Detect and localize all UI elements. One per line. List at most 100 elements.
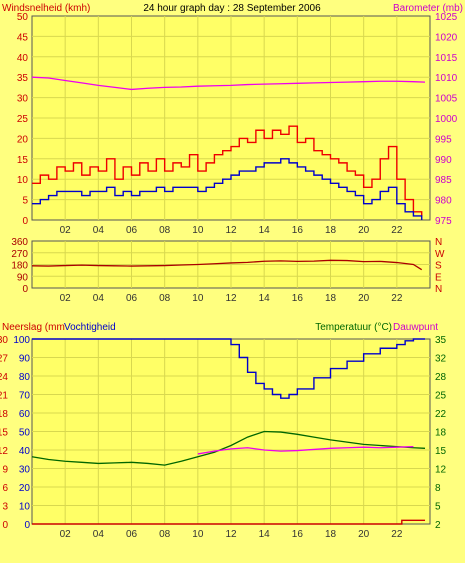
humidity-tick-label: 70 (19, 391, 31, 402)
temperature-tick-label: 22 (435, 409, 447, 420)
barometer-tick-label: 1010 (435, 73, 458, 84)
x-tick-label: 06 (126, 293, 138, 304)
rain-axis-title: Neerslag (mm (2, 322, 65, 333)
humidity-tick-label: 40 (19, 446, 31, 457)
temperature-tick-label: 5 (435, 502, 441, 513)
x-tick-label: 22 (391, 529, 403, 540)
x-tick-label: 14 (259, 529, 271, 540)
barometer-tick-label: 990 (435, 155, 452, 166)
rain-tick-label: 30 (0, 335, 8, 346)
dewpoint-axis-title: Dauwpunt (393, 322, 438, 333)
x-tick-label: 18 (325, 293, 337, 304)
rain-tick-label: 12 (0, 446, 8, 457)
temperature-tick-label: 15 (435, 446, 447, 457)
x-tick-label: 06 (126, 529, 138, 540)
barometer-tick-label: 975 (435, 216, 452, 227)
wind-tick-label: 20 (17, 134, 29, 145)
x-tick-label: 20 (358, 293, 370, 304)
compass-tick-label: E (435, 272, 442, 283)
x-tick-label: 08 (159, 293, 171, 304)
compass-tick-label: N (435, 284, 442, 295)
humidity-tick-label: 50 (19, 428, 31, 439)
barometer-tick-label: 1005 (435, 94, 458, 105)
x-tick-label: 22 (391, 293, 403, 304)
compass-tick-label: W (435, 249, 445, 260)
wind-axis-title: Windsnelheid (kmh) (2, 3, 90, 14)
x-tick-label: 20 (358, 529, 370, 540)
wind-tick-label: 15 (17, 155, 29, 166)
barometer-tick-label: 995 (435, 134, 452, 145)
barometer-axis-title: Barometer (mb) (393, 3, 463, 14)
wind-tick-label: 50 (17, 12, 29, 23)
direction-tick-label: 360 (11, 237, 28, 248)
wind-tick-label: 30 (17, 94, 29, 105)
rain-tick-label: 21 (0, 391, 8, 402)
direction-tick-label: 0 (22, 284, 28, 295)
direction-tick-label: 270 (11, 249, 28, 260)
barometer-tick-label: 1020 (435, 32, 458, 43)
x-tick-label: 14 (259, 293, 271, 304)
x-tick-label: 16 (292, 225, 304, 236)
wind-average-line (32, 158, 423, 220)
dewpoint-line (197, 445, 414, 455)
x-tick-label: 22 (391, 225, 403, 236)
direction-tick-label: 180 (11, 261, 28, 272)
x-tick-label: 10 (192, 529, 204, 540)
temperature-tick-label: 32 (435, 354, 447, 365)
x-tick-label: 10 (192, 225, 204, 236)
x-tick-label: 02 (60, 529, 72, 540)
x-tick-label: 20 (358, 225, 370, 236)
x-tick-label: 02 (60, 225, 72, 236)
x-tick-label: 18 (325, 529, 337, 540)
humidity-tick-label: 10 (19, 502, 31, 513)
humidity-line (32, 338, 426, 399)
wind-tick-label: 40 (17, 53, 29, 64)
x-tick-label: 14 (259, 225, 271, 236)
compass-tick-label: N (435, 237, 442, 248)
x-tick-label: 02 (60, 293, 72, 304)
x-tick-label: 10 (192, 293, 204, 304)
rain-tick-label: 24 (0, 372, 8, 383)
rain-tick-label: 6 (2, 483, 8, 494)
barometer-tick-label: 1015 (435, 53, 458, 64)
wind-direction-line (31, 259, 423, 271)
humidity-tick-label: 0 (24, 520, 30, 531)
barometer-tick-label: 1025 (435, 12, 458, 23)
rain-tick-label: 27 (0, 354, 8, 365)
humidity-tick-label: 80 (19, 372, 31, 383)
humidity-axis-title: Vochtigheid (64, 322, 116, 333)
temperature-tick-label: 2 (435, 520, 441, 531)
x-tick-label: 12 (225, 225, 237, 236)
x-tick-label: 04 (93, 225, 105, 236)
temperature-tick-label: 25 (435, 391, 447, 402)
humidity-tick-label: 60 (19, 409, 31, 420)
wind-tick-label: 35 (17, 73, 29, 84)
x-tick-label: 04 (93, 293, 105, 304)
humidity-tick-label: 30 (19, 465, 31, 476)
temperature-tick-label: 28 (435, 372, 447, 383)
temperature-tick-label: 8 (435, 483, 441, 494)
x-tick-label: 04 (93, 529, 105, 540)
temperature-axis-title: Temperatuur (°C) (315, 322, 392, 333)
rain-tick-label: 18 (0, 409, 8, 420)
temperature-tick-label: 12 (435, 465, 447, 476)
wind-tick-label: 5 (22, 196, 28, 207)
rain-tick-label: 0 (2, 520, 8, 531)
x-tick-label: 12 (225, 293, 237, 304)
humidity-tick-label: 100 (13, 335, 30, 346)
direction-tick-label: 90 (17, 272, 29, 283)
rain-line (32, 519, 426, 525)
x-tick-label: 06 (126, 225, 138, 236)
x-tick-label: 12 (225, 529, 237, 540)
temperature-tick-label: 18 (435, 428, 447, 439)
wind-gust-line (32, 125, 423, 216)
x-tick-label: 16 (292, 293, 304, 304)
temperature-tick-label: 35 (435, 335, 447, 346)
barometer-tick-label: 980 (435, 196, 452, 207)
rain-tick-label: 15 (0, 428, 8, 439)
barometer-tick-label: 985 (435, 175, 452, 186)
x-tick-label: 08 (159, 225, 171, 236)
temperature-line (31, 430, 426, 466)
